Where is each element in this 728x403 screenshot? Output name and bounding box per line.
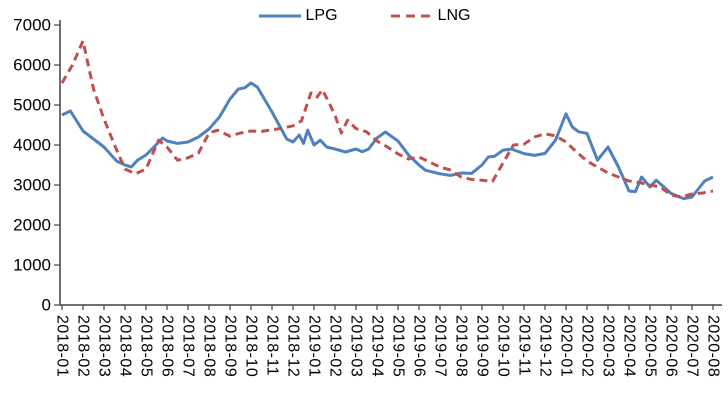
y-tick-label: 7000 [13,16,51,35]
x-tick-label: 2018-09 [222,315,239,377]
x-tick-label: 2018-04 [117,315,134,377]
x-tick-label: 2018-08 [201,315,218,377]
y-tick-label: 4000 [13,136,51,155]
y-tick-label: 3000 [13,176,51,195]
x-tick-label: 2019-05 [390,315,407,377]
x-tick-label: 2020-01 [558,315,575,377]
y-tick-label: 1000 [13,256,51,275]
y-tick-label: 6000 [13,56,51,75]
x-tick-label: 2020-06 [663,315,680,377]
y-tick-label: 0 [42,296,51,315]
lpg-series-line [61,81,714,201]
x-tick-label: 2020-07 [684,315,701,377]
y-tick-label: 5000 [13,96,51,115]
x-tick-label: 2020-03 [600,315,617,377]
y-tick-label: 2000 [13,216,51,235]
x-tick-label: 2019-11 [516,315,533,376]
x-tick-label: 2018-07 [180,315,197,377]
x-tick-label: 2019-07 [432,315,449,377]
x-tick-label: 2019-04 [369,315,386,377]
x-tick-label: 2019-01 [306,315,323,377]
x-tick-label: 2019-12 [537,315,554,377]
x-tick-label: 2019-02 [327,315,344,377]
x-tick-label: 2019-10 [495,315,512,377]
x-tick-label: 2020-05 [642,315,659,377]
lng-series-line [60,39,714,199]
x-tick-label: 2018-05 [138,315,155,377]
x-tick-label: 2020-04 [621,315,638,377]
x-tick-label: 2018-12 [285,315,302,377]
x-tick-label: 2020-08 [705,315,722,377]
x-tick-label: 2019-03 [348,315,365,377]
x-tick-label: 2019-09 [474,315,491,377]
x-tick-label: 2018-03 [96,315,113,377]
x-tick-label: 2020-02 [579,315,596,377]
x-tick-label: 2018-10 [243,315,260,377]
x-tick-label: 2018-02 [75,315,92,377]
x-tick-label: 2018-06 [159,315,176,377]
x-tick-label: 2018-11 [264,315,281,376]
x-tick-label: 2019-08 [453,315,470,377]
x-tick-label: 2019-06 [411,315,428,377]
x-tick-label: 2018-01 [54,315,71,377]
